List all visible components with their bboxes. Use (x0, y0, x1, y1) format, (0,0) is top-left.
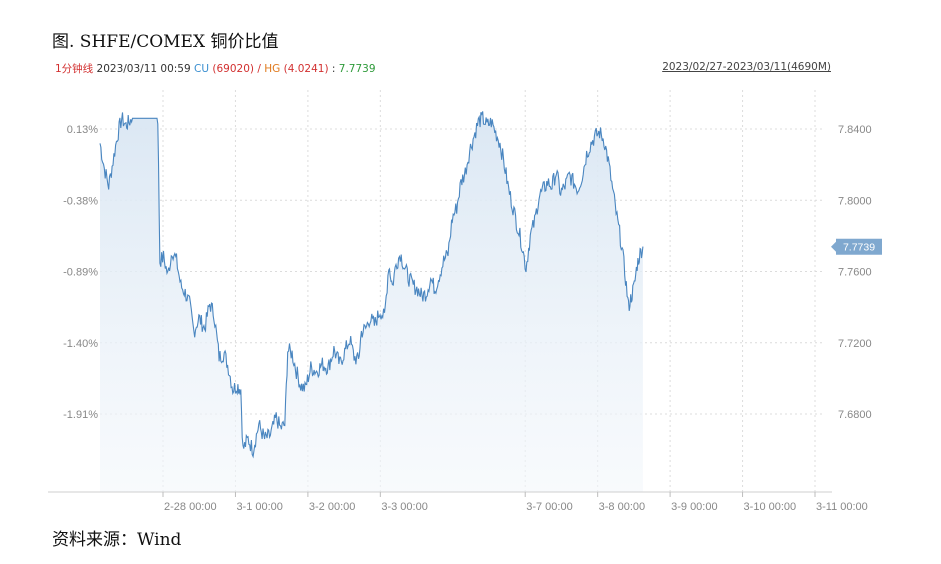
ratio-value: 7.7739 (338, 63, 376, 75)
left-axis-ticks: 0.13% -0.38% -0.89% -1.40% -1.91% (63, 124, 98, 421)
figure-title: 图. SHFE/COMEX 铜价比值 (52, 32, 279, 52)
x-tick-label: 3-7 00:00 (526, 501, 572, 513)
hg-label: HG (264, 63, 281, 75)
x-tick-label: 3-9 00:00 (671, 501, 717, 513)
chart-info-bar: 1分钟线 2023/03/11 00:59 CU (69020) / HG (4… (55, 61, 376, 76)
x-tick-label: 3-8 00:00 (599, 501, 645, 513)
x-tick-label: 3-10 00:00 (744, 501, 797, 513)
x-tick-label: 3-11 00:00 (816, 501, 868, 513)
right-tick-label: 7.6800 (838, 409, 872, 421)
last-value-badge: 7.7739 (831, 238, 882, 255)
cu-label: CU (194, 63, 210, 75)
last-value-badge-arrow (831, 241, 836, 252)
last-value-label: 7.7739 (843, 242, 875, 254)
right-tick-label: 7.8000 (838, 195, 872, 207)
series-area (100, 111, 643, 493)
series-line (99, 111, 644, 459)
date-range-link[interactable]: 2023/02/27-2023/03/11(4690M) (662, 61, 831, 73)
left-tick-label: -0.89% (63, 267, 98, 279)
x-tick-label: 3-1 00:00 (236, 501, 282, 513)
chart-plot: 0.13% -0.38% -0.89% -1.40% -1.91% 7.8400 7.80… (48, 90, 882, 513)
left-tick-label: -1.40% (63, 338, 98, 350)
colon: : (331, 63, 336, 75)
left-tick-label: -0.38% (63, 195, 98, 207)
right-axis-ticks: 7.8400 7.8000 7.7600 7.7200 7.6800 (838, 124, 872, 421)
separator: / (257, 63, 261, 75)
right-tick-label: 7.7200 (838, 338, 872, 350)
x-tick-label: 3-3 00:00 (381, 501, 427, 513)
left-tick-label: -1.91% (63, 409, 98, 421)
source-note: 资料来源：Wind (52, 530, 182, 550)
right-tick-label: 7.8400 (838, 124, 872, 136)
right-tick-label: 7.7600 (838, 267, 872, 279)
datetime-label: 2023/03/11 00:59 (96, 63, 191, 75)
x-tick-label: 3-2 00:00 (309, 501, 355, 513)
left-tick-label: 0.13% (67, 124, 98, 136)
hg-value: (4.0241) (283, 63, 329, 75)
last-value-badge-bg (836, 238, 882, 255)
period-label: 1分钟线 (55, 63, 94, 75)
cu-value: (69020) (212, 63, 254, 75)
x-axis-ticks: 2-28 00:00 3-1 00:00 3-2 00:00 3-3 00:00 3-7… (162, 492, 868, 513)
x-tick-label: 2-28 00:00 (164, 501, 217, 513)
